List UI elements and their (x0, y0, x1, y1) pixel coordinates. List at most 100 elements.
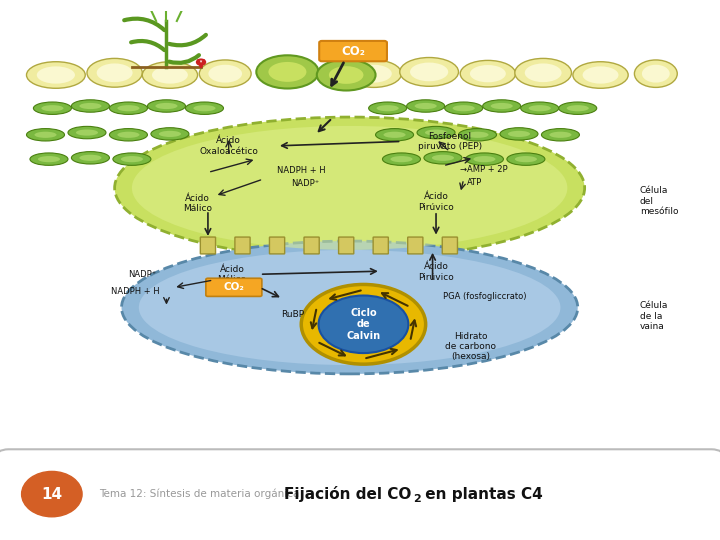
Ellipse shape (432, 154, 454, 161)
Ellipse shape (33, 102, 71, 114)
Text: Fosfoenol
piruvato (PEP): Fosfoenol piruvato (PEP) (418, 132, 482, 151)
Ellipse shape (508, 131, 530, 137)
FancyBboxPatch shape (269, 237, 284, 254)
Ellipse shape (122, 241, 577, 374)
Ellipse shape (515, 58, 572, 87)
Ellipse shape (269, 62, 307, 82)
Ellipse shape (199, 60, 251, 87)
Ellipse shape (151, 127, 189, 140)
Ellipse shape (186, 102, 223, 114)
Ellipse shape (71, 100, 109, 112)
Ellipse shape (425, 130, 447, 136)
Text: Ácido
Pirúvico: Ácido Pirúvico (418, 192, 454, 212)
Ellipse shape (356, 65, 392, 83)
Ellipse shape (109, 102, 148, 114)
Ellipse shape (121, 156, 143, 162)
Text: NADP⁺: NADP⁺ (128, 270, 156, 279)
Ellipse shape (525, 63, 562, 82)
Ellipse shape (117, 105, 140, 111)
Ellipse shape (317, 59, 376, 91)
FancyBboxPatch shape (200, 237, 215, 254)
Ellipse shape (417, 126, 455, 139)
Ellipse shape (117, 132, 140, 138)
Ellipse shape (87, 58, 143, 87)
Text: Ácido
Pirúvico: Ácido Pirúvico (418, 262, 454, 282)
Ellipse shape (582, 66, 618, 84)
Ellipse shape (470, 65, 506, 82)
Text: Ácido
Oxaloacético: Ácido Oxaloacético (199, 136, 258, 156)
FancyBboxPatch shape (408, 237, 423, 254)
Ellipse shape (567, 105, 589, 111)
Ellipse shape (541, 129, 580, 141)
Ellipse shape (642, 65, 670, 83)
Ellipse shape (159, 131, 181, 137)
Ellipse shape (346, 60, 402, 87)
Ellipse shape (460, 60, 516, 87)
Ellipse shape (424, 152, 462, 164)
Text: en plantas C4: en plantas C4 (420, 487, 543, 502)
FancyBboxPatch shape (319, 41, 387, 61)
Ellipse shape (27, 62, 85, 88)
Ellipse shape (459, 129, 497, 141)
FancyBboxPatch shape (373, 237, 388, 254)
Ellipse shape (208, 65, 242, 83)
Ellipse shape (71, 152, 109, 164)
Ellipse shape (256, 55, 318, 89)
Text: Tema 12: Síntesis de materia orgánica: Tema 12: Síntesis de materia orgánica (99, 489, 300, 500)
FancyBboxPatch shape (235, 237, 250, 254)
FancyBboxPatch shape (442, 237, 457, 254)
Ellipse shape (384, 132, 405, 138)
Ellipse shape (473, 156, 495, 162)
Text: Ácido
Málico: Ácido Málico (183, 194, 212, 213)
Ellipse shape (37, 66, 75, 84)
Text: →AMP + 2P: →AMP + 2P (460, 165, 508, 174)
Ellipse shape (559, 102, 597, 114)
Text: ATP: ATP (467, 178, 482, 187)
Ellipse shape (194, 105, 215, 111)
FancyBboxPatch shape (338, 237, 354, 254)
Ellipse shape (390, 156, 413, 162)
Ellipse shape (301, 285, 426, 364)
Ellipse shape (482, 100, 521, 112)
Ellipse shape (329, 66, 364, 84)
Text: RuBP: RuBP (281, 309, 304, 319)
Ellipse shape (30, 153, 68, 165)
Text: Hidrato
de carbono
(hexosa): Hidrato de carbono (hexosa) (445, 332, 496, 361)
Ellipse shape (35, 132, 57, 138)
Ellipse shape (382, 153, 420, 165)
Ellipse shape (407, 100, 445, 112)
Ellipse shape (415, 103, 437, 109)
Ellipse shape (573, 62, 628, 88)
Ellipse shape (528, 105, 551, 111)
Text: Fijación del CO: Fijación del CO (284, 486, 412, 502)
Text: NADPH + H: NADPH + H (111, 287, 160, 296)
Ellipse shape (490, 103, 513, 109)
Ellipse shape (76, 130, 98, 136)
Text: Célula
del
mesófilo: Célula del mesófilo (640, 186, 678, 216)
Text: 14: 14 (41, 487, 63, 502)
FancyBboxPatch shape (304, 237, 319, 254)
Ellipse shape (549, 132, 572, 138)
Ellipse shape (139, 250, 560, 365)
Text: CO₂: CO₂ (341, 45, 365, 58)
Ellipse shape (453, 105, 474, 111)
Text: 2: 2 (413, 495, 421, 504)
Ellipse shape (318, 295, 408, 353)
Ellipse shape (152, 66, 188, 84)
Ellipse shape (507, 153, 545, 165)
Ellipse shape (369, 102, 407, 114)
Ellipse shape (113, 153, 151, 165)
Text: CO₂: CO₂ (223, 282, 244, 292)
Ellipse shape (68, 126, 106, 139)
Ellipse shape (376, 129, 413, 141)
Ellipse shape (143, 62, 197, 88)
Text: Célula
de la
vaina: Célula de la vaina (640, 301, 668, 331)
Ellipse shape (38, 156, 60, 162)
Text: PGA (fosfogliccrato): PGA (fosfogliccrato) (443, 292, 526, 301)
Ellipse shape (410, 63, 449, 81)
Ellipse shape (132, 126, 567, 250)
Ellipse shape (27, 129, 65, 141)
Ellipse shape (445, 102, 482, 114)
Ellipse shape (148, 100, 186, 112)
Ellipse shape (500, 127, 538, 140)
